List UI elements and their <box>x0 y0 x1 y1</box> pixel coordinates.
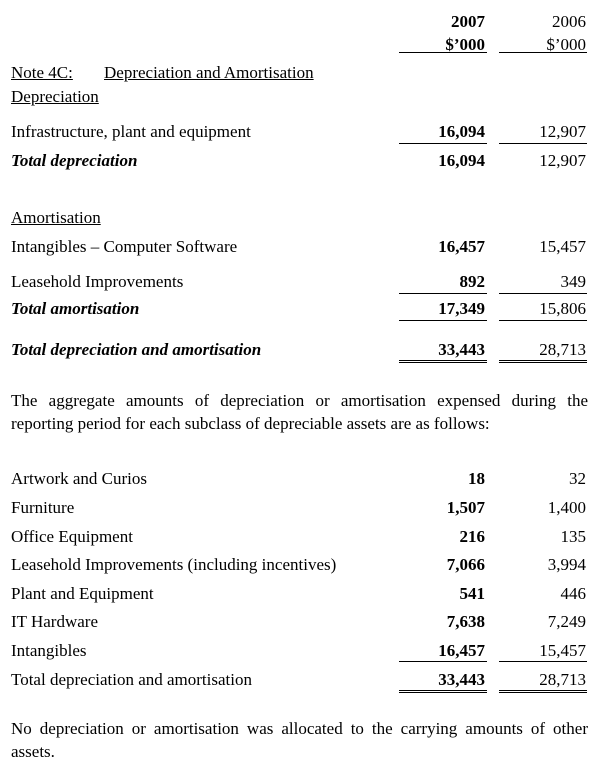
note-title: Depreciation and Amortisation <box>104 63 314 82</box>
row-label: Infrastructure, plant and equipment <box>11 122 251 141</box>
column-unit: $’000 <box>546 35 586 54</box>
row-label: Leasehold Improvements <box>11 272 184 291</box>
value-current: 541 <box>459 584 486 603</box>
row-label: Leasehold Improvements (including incent… <box>11 555 337 574</box>
rule <box>399 143 487 144</box>
value-current: 1,507 <box>446 498 485 517</box>
rule <box>399 52 487 53</box>
row-label: Total depreciation <box>11 151 138 170</box>
value-prior: 12,907 <box>539 151 586 170</box>
row-label: IT Hardware <box>11 612 99 631</box>
double-rule <box>499 690 587 693</box>
column-year: 2007 <box>451 12 485 31</box>
value-current: 7,638 <box>446 612 485 631</box>
double-rule <box>399 360 487 363</box>
value-prior: 3,994 <box>547 555 586 574</box>
row-label: Intangibles <box>11 641 87 660</box>
value-current: 16,094 <box>438 122 485 141</box>
note-number: Note 4C: <box>11 63 73 82</box>
value-prior: 32 <box>569 469 586 488</box>
value-current: 33,443 <box>438 340 485 359</box>
row-label: Total depreciation and amortisation <box>11 670 252 689</box>
rule <box>399 293 487 294</box>
value-prior: 28,713 <box>539 670 586 689</box>
row-label: Furniture <box>11 498 75 517</box>
value-prior: 28,713 <box>539 340 586 359</box>
value-current: 16,457 <box>438 237 485 256</box>
double-rule <box>499 360 587 363</box>
paragraph: The aggregate amounts of depreciation or… <box>11 391 588 433</box>
value-current: 18 <box>468 469 485 488</box>
value-current: 7,066 <box>446 555 485 574</box>
section-heading: Depreciation <box>11 87 99 106</box>
row-label: Plant and Equipment <box>11 584 154 603</box>
rule <box>499 661 587 662</box>
value-prior: 7,249 <box>547 612 586 631</box>
rule <box>499 143 587 144</box>
row-label: Office Equipment <box>11 527 133 546</box>
rule <box>399 320 487 321</box>
value-prior: 15,806 <box>539 299 586 318</box>
value-prior: 15,457 <box>539 237 586 256</box>
value-current: 17,349 <box>438 299 485 318</box>
value-current: 216 <box>459 527 486 546</box>
column-unit: $’000 <box>445 35 485 54</box>
row-label: Intangibles – Computer Software <box>11 237 238 256</box>
value-prior: 12,907 <box>539 122 586 141</box>
double-rule <box>399 690 487 693</box>
section-heading: Amortisation <box>11 208 101 227</box>
row-label: Total amortisation <box>11 299 140 318</box>
value-current: 892 <box>459 272 486 291</box>
value-current: 16,457 <box>438 641 485 660</box>
value-current: 16,094 <box>438 151 485 170</box>
value-prior: 1,400 <box>547 498 586 517</box>
value-current: 33,443 <box>438 670 485 689</box>
value-prior: 15,457 <box>539 641 586 660</box>
value-prior: 349 <box>560 272 587 291</box>
column-year: 2006 <box>552 12 586 31</box>
row-label: Total depreciation and amortisation <box>11 340 262 359</box>
value-prior: 446 <box>560 584 587 603</box>
rule <box>399 661 487 662</box>
row-label: Artwork and Curios <box>11 469 147 488</box>
rule <box>499 52 587 53</box>
value-prior: 135 <box>560 527 587 546</box>
rule <box>499 320 587 321</box>
rule <box>499 293 587 294</box>
paragraph: No depreciation or amortisation was allo… <box>11 719 588 761</box>
